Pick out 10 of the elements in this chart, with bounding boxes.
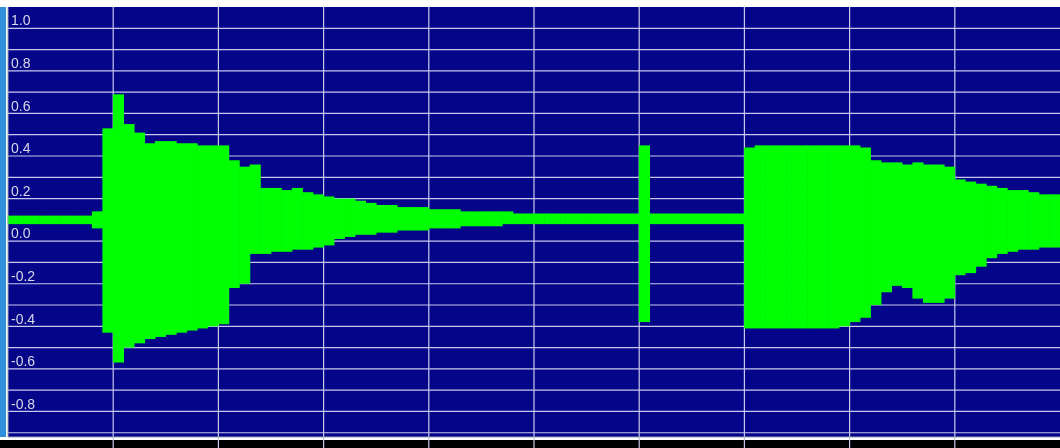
y-tick-label: -0.8 <box>11 395 36 412</box>
y-tick-label: -0.4 <box>11 310 36 327</box>
y-tick-label: 1.0 <box>11 12 31 29</box>
y-tick-label: 0.2 <box>11 182 31 199</box>
y-tick-label: -0.2 <box>11 267 36 284</box>
y-tick-label: -0.6 <box>11 353 36 370</box>
y-tick-label: 0.6 <box>11 97 31 114</box>
y-tick-label: 0.4 <box>11 140 31 157</box>
y-tick-label: 0.8 <box>11 55 31 72</box>
y-tick-label: 0.0 <box>11 225 31 242</box>
